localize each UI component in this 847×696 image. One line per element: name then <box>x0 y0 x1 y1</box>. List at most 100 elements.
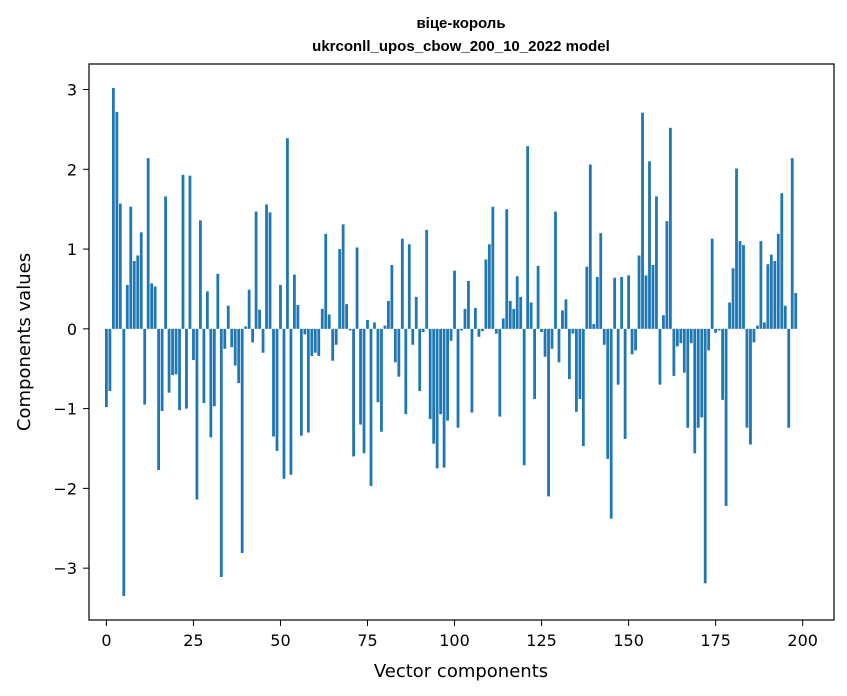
plot-frame <box>88 63 835 621</box>
bar <box>752 328 756 343</box>
x-axis-ticks: 0 25 50 75 100 125 150 175 200 <box>101 620 818 650</box>
bar <box>331 328 335 361</box>
bar <box>199 220 202 329</box>
bar <box>233 328 237 366</box>
bar <box>484 259 488 329</box>
bar <box>561 310 564 329</box>
bar <box>540 328 543 333</box>
bar <box>397 328 401 377</box>
bar <box>735 168 738 329</box>
x-tick-label: 200 <box>787 631 818 650</box>
bar <box>564 299 568 329</box>
bar <box>700 328 704 418</box>
bar <box>327 314 331 329</box>
bar <box>592 324 596 329</box>
bar <box>105 328 108 408</box>
bar <box>132 261 136 329</box>
bar <box>115 111 119 329</box>
bar <box>721 328 724 400</box>
bar <box>192 328 195 360</box>
bar <box>759 241 763 329</box>
x-tick-label: 125 <box>526 631 557 650</box>
bar <box>442 328 446 468</box>
bar <box>689 328 693 344</box>
bar <box>171 328 174 376</box>
y-tick-label: 2 <box>67 160 77 179</box>
bar <box>623 328 627 439</box>
bar <box>637 255 641 329</box>
bar <box>310 328 314 356</box>
bar <box>474 308 477 329</box>
y-axis-ticks: −3 −2 −1 0 1 2 3 <box>53 81 89 578</box>
bar <box>620 276 624 329</box>
bar <box>348 328 352 331</box>
bar <box>258 309 261 329</box>
bar <box>237 328 241 384</box>
bar <box>644 275 648 329</box>
bar <box>501 318 505 329</box>
bar <box>272 328 275 437</box>
bar <box>585 266 589 329</box>
chart-title-line2: ukrconll_upos_cbow_200_10_2022 model <box>312 38 610 55</box>
bar <box>477 328 481 337</box>
x-tick-label: 25 <box>183 631 203 650</box>
bar <box>578 328 582 400</box>
bar <box>366 320 369 329</box>
bar <box>470 328 474 413</box>
bar <box>557 328 561 363</box>
bar <box>693 328 697 454</box>
bar <box>380 328 383 432</box>
bar <box>536 265 540 329</box>
bar <box>571 328 575 334</box>
bar <box>369 328 373 486</box>
bar <box>609 328 613 519</box>
bar <box>481 328 484 332</box>
bar <box>533 328 536 400</box>
bar <box>714 328 718 333</box>
bar <box>240 328 244 553</box>
bar <box>696 328 700 428</box>
bar <box>345 304 349 329</box>
bar <box>223 328 227 349</box>
bar <box>463 308 467 329</box>
bar <box>515 276 519 329</box>
bar <box>543 328 547 357</box>
bar <box>519 296 523 329</box>
bar <box>421 328 425 333</box>
bar <box>362 328 366 454</box>
bar <box>602 328 606 345</box>
x-tick-label: 175 <box>700 631 731 650</box>
bar <box>522 328 526 466</box>
bar <box>672 328 676 376</box>
bar <box>449 328 453 341</box>
bar <box>334 328 338 345</box>
bar <box>634 328 637 351</box>
bar <box>254 211 258 329</box>
bar <box>550 328 554 349</box>
bar <box>195 328 199 500</box>
bar <box>338 249 342 329</box>
bar <box>494 328 498 334</box>
bar <box>265 204 268 329</box>
bar <box>118 203 122 329</box>
bar <box>627 275 630 329</box>
bar <box>306 328 310 433</box>
bar <box>731 268 735 329</box>
bar <box>153 286 157 329</box>
bar <box>512 308 516 329</box>
bar <box>129 206 133 329</box>
bar <box>491 206 495 329</box>
bar <box>756 325 759 329</box>
bar <box>286 138 289 329</box>
bar <box>160 328 164 411</box>
bar <box>630 328 634 355</box>
bar <box>508 300 512 329</box>
bar <box>487 244 491 329</box>
bar <box>407 244 411 329</box>
bar <box>303 328 307 335</box>
bar <box>209 328 213 438</box>
bar <box>261 328 265 353</box>
bar <box>790 158 794 329</box>
bar <box>359 328 362 425</box>
